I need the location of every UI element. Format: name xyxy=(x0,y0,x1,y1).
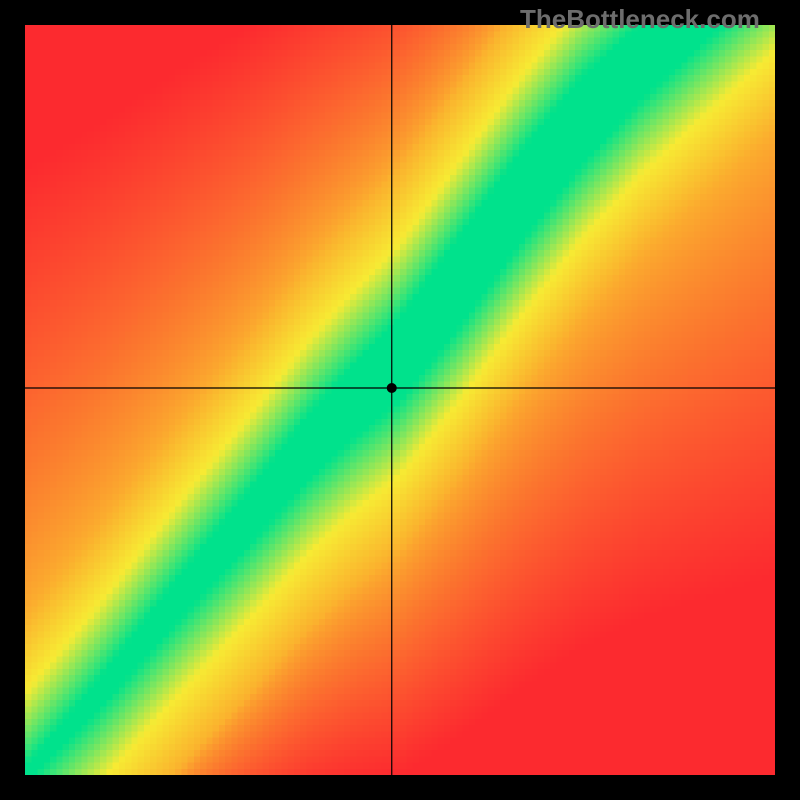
bottleneck-heatmap xyxy=(25,25,775,775)
chart-container: TheBottleneck.com xyxy=(0,0,800,800)
watermark-text: TheBottleneck.com xyxy=(520,4,760,35)
